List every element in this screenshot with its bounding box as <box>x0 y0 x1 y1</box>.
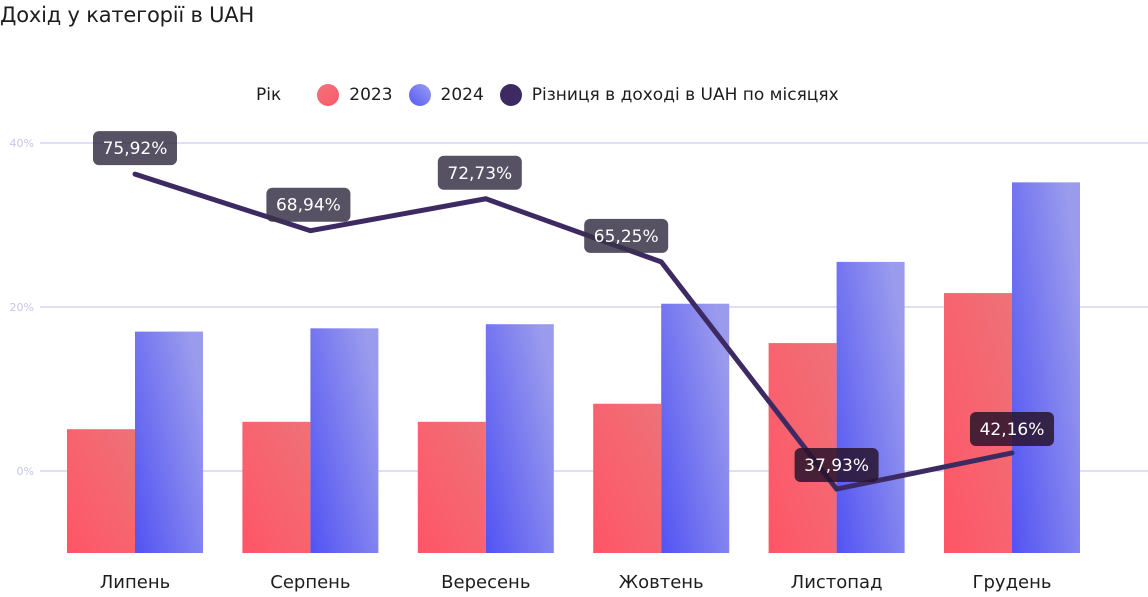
bar-2023 <box>593 403 662 553</box>
data-label-box <box>794 448 879 483</box>
x-tick-label: Листопад <box>791 572 883 593</box>
bar-2024 <box>135 331 203 553</box>
legend-label-2023: 2023 <box>349 85 393 105</box>
x-tick-label: Серпень <box>270 572 350 593</box>
data-label-box <box>93 131 177 166</box>
data-label: 65,25% <box>594 227 659 247</box>
legend-item-2024[interactable]: 2024 <box>408 84 484 106</box>
legend: Рік 2023 2024 Різниця в доході в UAH по … <box>256 84 855 106</box>
legend-label-2024: 2024 <box>440 85 484 105</box>
chart-title: Дохід у категорії в UAH <box>0 3 255 27</box>
data-label: 75,92% <box>103 139 168 159</box>
legend-item-difference[interactable]: Різниця в доході в UAH по місяцях <box>499 84 839 106</box>
legend-swatch-difference <box>499 84 522 106</box>
data-label: 42,16% <box>980 420 1045 440</box>
bar-2023 <box>242 421 311 553</box>
data-label-box <box>970 411 1054 446</box>
bar-2024 <box>310 328 379 553</box>
bar-2024 <box>836 261 905 553</box>
x-tick-label: Липень <box>100 572 170 593</box>
legend-title: Рік <box>256 85 282 105</box>
bar-2023 <box>417 421 486 553</box>
bar-2024 <box>1012 182 1080 554</box>
legend-swatch-2024 <box>408 84 431 106</box>
data-label: 72,73% <box>447 164 512 184</box>
data-label: 37,93% <box>804 456 869 476</box>
data-label-box <box>437 155 522 190</box>
bar-2023 <box>67 429 135 553</box>
x-tick-label: Грудень <box>973 572 1052 593</box>
legend-item-2023[interactable]: 2023 <box>317 84 393 106</box>
x-tick-label: Жовтень <box>619 572 704 593</box>
legend-label-difference: Різниця в доході в UAH по місяцях <box>531 85 839 105</box>
data-label-box <box>584 218 669 253</box>
y-tick-label: 0% <box>17 465 34 478</box>
bar-2024 <box>485 324 554 553</box>
bar-2024 <box>661 303 730 553</box>
data-label-box <box>266 187 351 222</box>
data-label: 68,94% <box>276 196 341 216</box>
y-tick-label: 20% <box>10 301 34 314</box>
legend-swatch-2023 <box>317 84 340 106</box>
y-tick-label: 40% <box>10 137 34 150</box>
x-tick-label: Вересень <box>441 572 530 593</box>
